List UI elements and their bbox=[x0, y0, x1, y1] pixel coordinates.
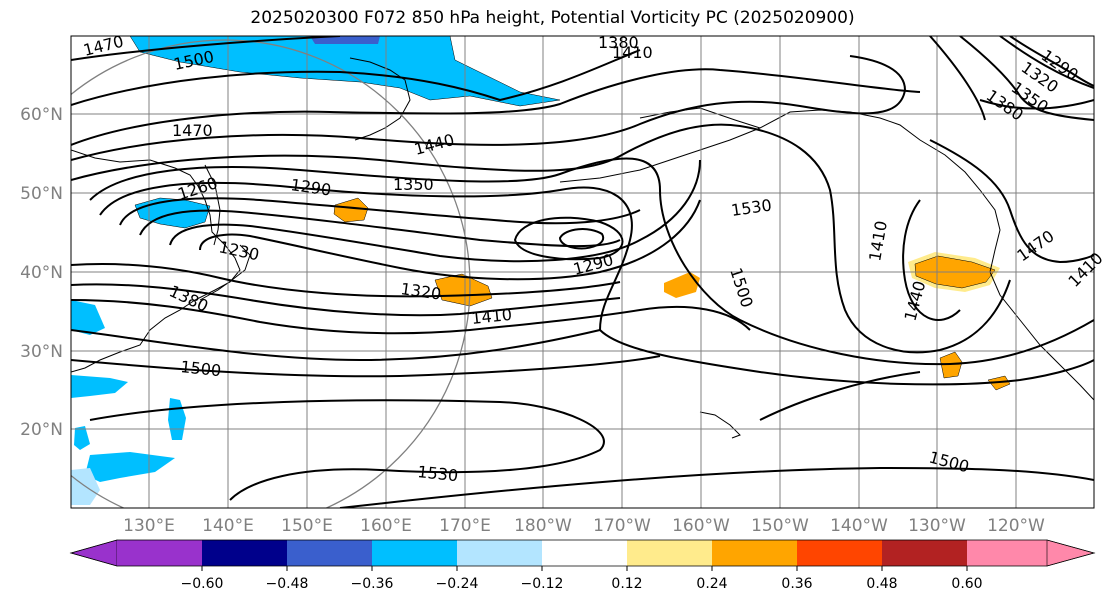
lon-label: 120°W bbox=[987, 516, 1045, 536]
colorbar-tick-label: −0.24 bbox=[436, 576, 479, 592]
lon-label: 150°E bbox=[281, 516, 333, 536]
lat-label: 40°N bbox=[20, 263, 63, 283]
colorbar-tick-label: −0.12 bbox=[521, 576, 564, 592]
lon-label: 140°W bbox=[830, 516, 888, 536]
map-frame bbox=[70, 35, 1095, 509]
lat-label: 30°N bbox=[20, 342, 63, 362]
longitude-labels: 130°E 140°E 150°E 160°E 170°E 180°W 170°… bbox=[123, 516, 1045, 536]
lon-label: 170°W bbox=[593, 516, 651, 536]
colorbar-extend-high bbox=[1046, 539, 1096, 567]
lon-label: 150°W bbox=[751, 516, 809, 536]
contour-label: 1410 bbox=[470, 305, 512, 328]
contour-labels: 1470 1500 1380 1410 1290 1320 1350 1470 … bbox=[81, 32, 1105, 486]
contour-label: 1350 bbox=[393, 175, 434, 194]
grid-lines bbox=[71, 36, 1094, 508]
range-circle bbox=[71, 39, 471, 508]
contour-label: 1380 bbox=[598, 33, 639, 52]
lon-label: 160°E bbox=[360, 516, 412, 536]
colorbar-ticks bbox=[201, 566, 968, 571]
lat-label: 20°N bbox=[20, 420, 63, 440]
height-contours bbox=[71, 36, 1094, 508]
colorbar-tick-label: 0.60 bbox=[951, 576, 982, 592]
colorbar-tick-label: 0.36 bbox=[781, 576, 812, 592]
lon-label: 160°W bbox=[672, 516, 730, 536]
lon-label: 180°W bbox=[514, 516, 572, 536]
colorbar-tick-label: −0.48 bbox=[266, 576, 309, 592]
colorbar-tick-label: −0.60 bbox=[181, 576, 224, 592]
colorbar-extend-low bbox=[69, 539, 118, 567]
contour-label: 1530 bbox=[417, 462, 459, 485]
colorbar-tick-label: −0.36 bbox=[351, 576, 394, 592]
colorbar-tick-label: 0.24 bbox=[696, 576, 727, 592]
lon-label: 140°E bbox=[202, 516, 254, 536]
colorbar: −0.60 −0.48 −0.36 −0.24 −0.12 0.12 0.24 … bbox=[69, 539, 1096, 592]
contour-label: 1470 bbox=[172, 121, 213, 140]
contour-label: 1500 bbox=[180, 357, 222, 380]
latitude-labels: 60°N 50°N 40°N 30°N 20°N bbox=[20, 105, 63, 440]
map-title: 2025020300 F072 850 hPa height, Potentia… bbox=[250, 8, 855, 28]
colorbar-tick-label: 0.12 bbox=[611, 576, 642, 592]
lon-label: 170°E bbox=[439, 516, 491, 536]
lon-label: 130°W bbox=[908, 516, 966, 536]
lat-label: 60°N bbox=[20, 105, 63, 125]
colorbar-tick-label: 0.48 bbox=[866, 576, 897, 592]
lat-label: 50°N bbox=[20, 184, 63, 204]
contour-label: 1410 bbox=[612, 43, 653, 62]
lon-label: 130°E bbox=[123, 516, 175, 536]
